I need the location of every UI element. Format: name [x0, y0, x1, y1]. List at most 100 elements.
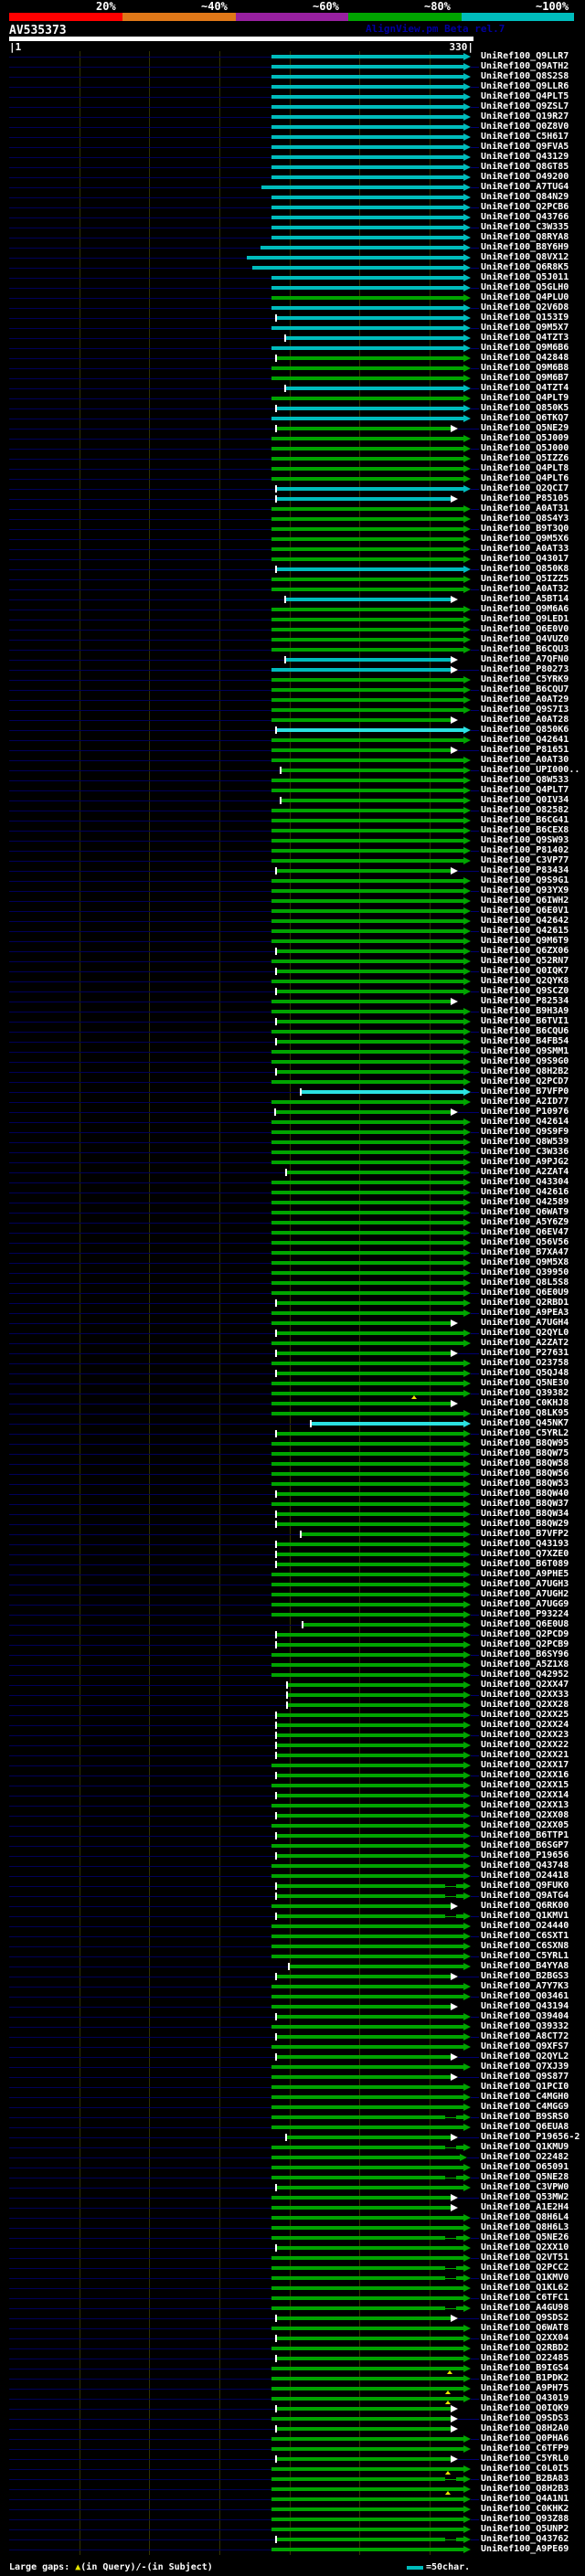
hsp-bar[interactable]: [271, 1271, 463, 1275]
hsp-bar[interactable]: [277, 1542, 463, 1546]
hit-row[interactable]: UniRef100_A9PE69: [0, 2545, 585, 2555]
hsp-bar[interactable]: [277, 1432, 463, 1436]
hit-row[interactable]: UniRef100_B8QW37: [0, 1500, 585, 1510]
hit-row[interactable]: UniRef100_Q42615: [0, 927, 585, 937]
hsp-bar[interactable]: [271, 1653, 463, 1657]
hit-label[interactable]: UniRef100_C5YRK9: [481, 674, 569, 684]
hsp-bar[interactable]: [271, 1201, 463, 1204]
hit-row[interactable]: UniRef100_A7UGH4: [0, 1319, 585, 1329]
hit-label[interactable]: UniRef100_Q2XX33: [481, 1690, 569, 1700]
hsp-bar[interactable]: [456, 2538, 463, 2541]
hsp-bar[interactable]: [277, 970, 463, 973]
hit-row[interactable]: UniRef100_B7VFP2: [0, 1530, 585, 1540]
hit-row[interactable]: UniRef100_B6CEX8: [0, 826, 585, 836]
hit-row[interactable]: UniRef100_Q5QJ48: [0, 1369, 585, 1379]
hsp-bar[interactable]: [271, 2085, 463, 2089]
hit-row[interactable]: UniRef100_Q0IQK9: [0, 2404, 585, 2414]
hit-label[interactable]: UniRef100_A5BT14: [481, 594, 569, 604]
hit-label[interactable]: UniRef100_P19656-2: [481, 2132, 580, 2142]
hsp-bar[interactable]: [271, 2296, 463, 2300]
hsp-bar[interactable]: [271, 2005, 451, 2009]
hit-label[interactable]: UniRef100_Q850K6: [481, 725, 569, 735]
hsp-bar[interactable]: [271, 2447, 463, 2451]
hsp-bar[interactable]: [286, 336, 463, 340]
hsp-bar[interactable]: [271, 326, 463, 330]
hit-label[interactable]: UniRef100_Q5J011: [481, 272, 569, 282]
hsp-bar[interactable]: [271, 2417, 451, 2421]
hit-row[interactable]: UniRef100_Q2PCB9: [0, 1640, 585, 1650]
hsp-bar[interactable]: [271, 1311, 463, 1315]
hit-label[interactable]: UniRef100_Q43748: [481, 1860, 569, 1871]
hit-label[interactable]: UniRef100_Q9SDS3: [481, 2413, 569, 2423]
hit-row[interactable]: UniRef100_C0L0I5: [0, 2465, 585, 2475]
hit-row[interactable]: UniRef100_C6SXT1: [0, 1932, 585, 1942]
hsp-bar[interactable]: [277, 1553, 463, 1556]
hsp-bar[interactable]: [271, 457, 463, 461]
hit-row[interactable]: UniRef100_Q8H2B3: [0, 2485, 585, 2495]
hsp-bar[interactable]: [271, 909, 463, 913]
hit-row[interactable]: UniRef100_Q2XX28: [0, 1701, 585, 1711]
hit-row[interactable]: UniRef100_P83434: [0, 866, 585, 876]
hit-row[interactable]: UniRef100_Q2V6D8: [0, 303, 585, 313]
hit-label[interactable]: UniRef100_Q53MW2: [481, 2192, 569, 2202]
hit-label[interactable]: UniRef100_B8QW75: [481, 1448, 569, 1458]
hit-label[interactable]: UniRef100_A5Y6Z9: [481, 1217, 569, 1227]
hsp-bar[interactable]: [271, 1291, 463, 1295]
hsp-bar[interactable]: [271, 839, 463, 843]
hit-row[interactable]: UniRef100_Q8S4Y3: [0, 514, 585, 525]
hit-row[interactable]: UniRef100_P82534: [0, 997, 585, 1007]
hsp-bar[interactable]: [271, 517, 463, 521]
hit-row[interactable]: UniRef100_Q5NE29: [0, 424, 585, 434]
hit-label[interactable]: UniRef100_C6TFC1: [481, 2293, 569, 2303]
hsp-bar[interactable]: [271, 447, 463, 451]
hit-row[interactable]: UniRef100_A7UGG9: [0, 1600, 585, 1610]
hsp-bar[interactable]: [277, 1723, 463, 1727]
hsp-bar[interactable]: [271, 829, 463, 832]
hsp-bar[interactable]: [271, 1784, 463, 1787]
hit-label[interactable]: UniRef100_Q6R8K5: [481, 262, 569, 272]
hsp-bar[interactable]: [271, 2487, 463, 2491]
hit-label[interactable]: UniRef100_Q45NK7: [481, 1418, 569, 1428]
hsp-bar[interactable]: [271, 959, 463, 963]
hit-label[interactable]: UniRef100_Q9ZSL7: [481, 101, 569, 111]
hit-label[interactable]: UniRef100_Q9M6B6: [481, 343, 569, 353]
hit-label[interactable]: UniRef100_A0AT28: [481, 715, 569, 725]
hit-label[interactable]: UniRef100_Q8H2B2: [481, 1066, 569, 1076]
hsp-bar[interactable]: [271, 2095, 463, 2099]
hit-row[interactable]: UniRef100_Q39382: [0, 1389, 585, 1399]
hsp-bar[interactable]: [277, 1733, 463, 1737]
hit-label[interactable]: UniRef100_O49200: [481, 172, 569, 182]
hit-row[interactable]: UniRef100_Q6ZX06: [0, 947, 585, 957]
hsp-bar[interactable]: [288, 1703, 463, 1707]
hsp-bar[interactable]: [271, 2467, 463, 2471]
hit-row[interactable]: UniRef100_Q2VT51: [0, 2253, 585, 2263]
hit-label[interactable]: UniRef100_C3VPW0: [481, 2182, 569, 2192]
hit-row[interactable]: UniRef100_A0AT31: [0, 504, 585, 514]
hsp-bar[interactable]: [277, 567, 463, 571]
hit-row[interactable]: UniRef100_Q8H2A0: [0, 2424, 585, 2434]
hsp-bar[interactable]: [271, 1080, 463, 1084]
hsp-bar[interactable]: [271, 226, 463, 229]
hit-label[interactable]: UniRef100_A9PJG2: [481, 1157, 569, 1167]
hsp-bar[interactable]: [271, 2256, 463, 2260]
hit-row[interactable]: UniRef100_Q7XZE0: [0, 1550, 585, 1560]
hit-label[interactable]: UniRef100_Q2QYK8: [481, 976, 569, 986]
hsp-bar[interactable]: [271, 1382, 463, 1385]
hsp-bar[interactable]: [271, 527, 463, 531]
hit-label[interactable]: UniRef100_Q0PHA6: [481, 2433, 569, 2443]
hsp-bar[interactable]: [271, 1261, 463, 1265]
hit-label[interactable]: UniRef100_Q1PCI0: [481, 2082, 569, 2092]
hsp-bar[interactable]: [277, 2407, 451, 2411]
hit-label[interactable]: UniRef100_Q1KMU9: [481, 2142, 569, 2152]
hsp-bar[interactable]: [277, 1070, 463, 1074]
hit-label[interactable]: UniRef100_Q2XX10: [481, 2242, 569, 2253]
hit-label[interactable]: UniRef100_B8QW95: [481, 1438, 569, 1448]
hsp-bar[interactable]: [271, 1995, 463, 1998]
hit-row[interactable]: UniRef100_O24440: [0, 1922, 585, 1932]
hit-label[interactable]: UniRef100_Q93YX9: [481, 885, 569, 896]
hit-row[interactable]: UniRef100_Q4PLT8: [0, 464, 585, 474]
hsp-bar[interactable]: [271, 557, 463, 561]
hsp-bar[interactable]: [271, 2196, 451, 2200]
hit-row[interactable]: UniRef100_Q5IZZ6: [0, 454, 585, 464]
hit-label[interactable]: UniRef100_Q39382: [481, 1388, 569, 1398]
